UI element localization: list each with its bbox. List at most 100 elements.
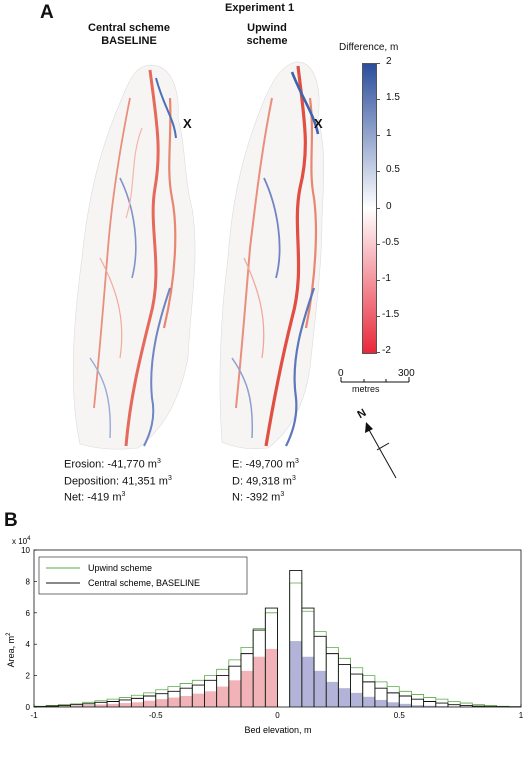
svg-text:Area, m2: Area, m2 [6,632,16,668]
left-stats: Erosion: -41,770 m3 Deposition: 41,351 m… [64,455,172,505]
colorbar-tick-label: 2 [386,56,392,67]
deposition-fill-bar [387,702,400,707]
legend-box [38,556,248,595]
colorbar-tick-mark [376,279,380,281]
erosion-fill-bar [131,702,144,707]
x-tick-label: -0.5 [149,711,163,720]
x-tick-label: 0.5 [394,711,406,720]
colorbar-tick-label: -2 [382,345,391,356]
y-tick-label: 2 [26,672,31,681]
deposition-fill-bar [411,705,424,707]
erosion-fill-bar [82,705,95,707]
legend-label-upwind: Upwind scheme [88,563,152,573]
scale-bar-start: 0 [338,368,344,379]
colorbar-tick-mark [376,243,380,245]
colorbar-tick-mark [376,135,380,137]
erosion-fill-bar [58,706,71,707]
y-tick-label: 4 [26,640,31,649]
colorbar-tick-mark [376,99,380,101]
deposition-fill-bar [362,696,375,707]
colorbar-tick-label: -1 [382,272,391,284]
colorbar-tick-label: 1.5 [386,92,400,104]
colorbar-tick-mark [376,352,380,353]
right-deposition-stat: D: 49,318 m3 [232,474,296,488]
right-river-map [219,61,325,450]
deposition-fill-bar [338,688,351,707]
right-stats: E: -49,700 m3 D: 49,318 m3 N: -392 m3 [232,455,299,505]
erosion-fill-bar [253,656,266,707]
colorbar-tick-label: -1.5 [382,308,400,320]
deposition-fill-bar [423,705,436,707]
erosion-fill-bar [70,705,83,707]
deposition-fill-bar [326,681,339,707]
panel-letter-a: A [40,2,54,23]
x-tick-label: 0 [275,711,280,720]
erosion-fill-bar [167,697,181,707]
legend-label-central: Central scheme, BASELINE [88,578,200,588]
left-deposition-stat: Deposition: 41,351 m3 [64,474,172,488]
x-axis-label: Bed elevation, m [244,725,311,735]
deposition-fill-bar [399,703,412,707]
right-net-stat: N: -392 m3 [232,491,285,504]
left-map-title: Central scheme BASELINE [74,22,184,48]
series-lines [33,569,522,708]
colorbar [362,63,377,354]
left-map-title-line2: BASELINE [101,35,157,47]
erosion-fill-bar [119,703,132,707]
erosion-fill-bar [265,648,278,707]
colorbar-tick-label: -0.5 [382,236,400,248]
deposition-fill-bar [301,656,315,707]
erosion-fill-bar [143,700,156,707]
colorbar-tick-label: 1 [386,128,392,140]
panel-a-title: Experiment 1 [225,2,295,14]
y-tick-label: 0 [26,703,31,712]
colorbar-tick-label: 0 [386,200,392,212]
scale-bar [340,377,410,383]
colorbar-tick-mark [376,207,380,209]
right-map-title-line1: Upwind [247,22,287,34]
right-map-title: Upwind scheme [222,22,312,48]
scale-bar-unit: metres [352,384,380,394]
colorbar-tick-label: 0.5 [386,164,400,176]
scale-bar-end: 300 [398,368,415,379]
deposition-fill-bar [289,641,302,707]
y-tick-label: 8 [26,577,31,586]
deposition-fill-bar [374,699,388,707]
panel-letter-b: B [4,510,18,531]
erosion-fill-bar [228,680,241,707]
deposition-fill-bar [350,692,363,707]
left-river-map [72,64,196,450]
colorbar-tick-mark [376,171,380,173]
x-tick-label: -1 [30,711,38,720]
difference-maps [72,61,325,450]
y-tick-label: 6 [26,609,31,618]
colorbar-title: Difference, m [339,42,399,53]
erosion-fill-bar [216,686,229,707]
legend: Upwind scheme Central scheme, BASELINE [38,556,248,595]
left-map-title-line1: Central scheme [88,22,170,34]
north-arrow-icon [365,422,397,479]
right-erosion-stat: E: -49,700 m3 [232,458,299,471]
left-erosion-stat: Erosion: -41,770 m3 [64,458,161,471]
erosion-fill-bar [94,704,108,707]
erosion-fill-bar [204,691,217,707]
y-axis-label: Area, m2 [6,632,16,668]
colorbar-tick-mark [376,315,380,317]
filled-bars [34,641,497,707]
colorbar-tick-mark [376,63,380,64]
right-map-title-line2: scheme [246,35,288,47]
y-tick-label: 10 [21,546,30,555]
x-tick-label: 1 [519,711,524,720]
erosion-fill-bar [192,693,205,707]
erosion-fill-bar [107,703,120,707]
right-map-marker: X [314,116,323,131]
central-series-line [33,569,522,708]
left-net-stat: Net: -419 m3 [64,491,126,504]
erosion-fill-bar [240,670,254,707]
deposition-fill-bar [314,670,327,707]
left-map-marker: X [183,116,192,131]
erosion-fill-bar [180,696,193,707]
y-multiplier: x 104 [12,536,31,546]
